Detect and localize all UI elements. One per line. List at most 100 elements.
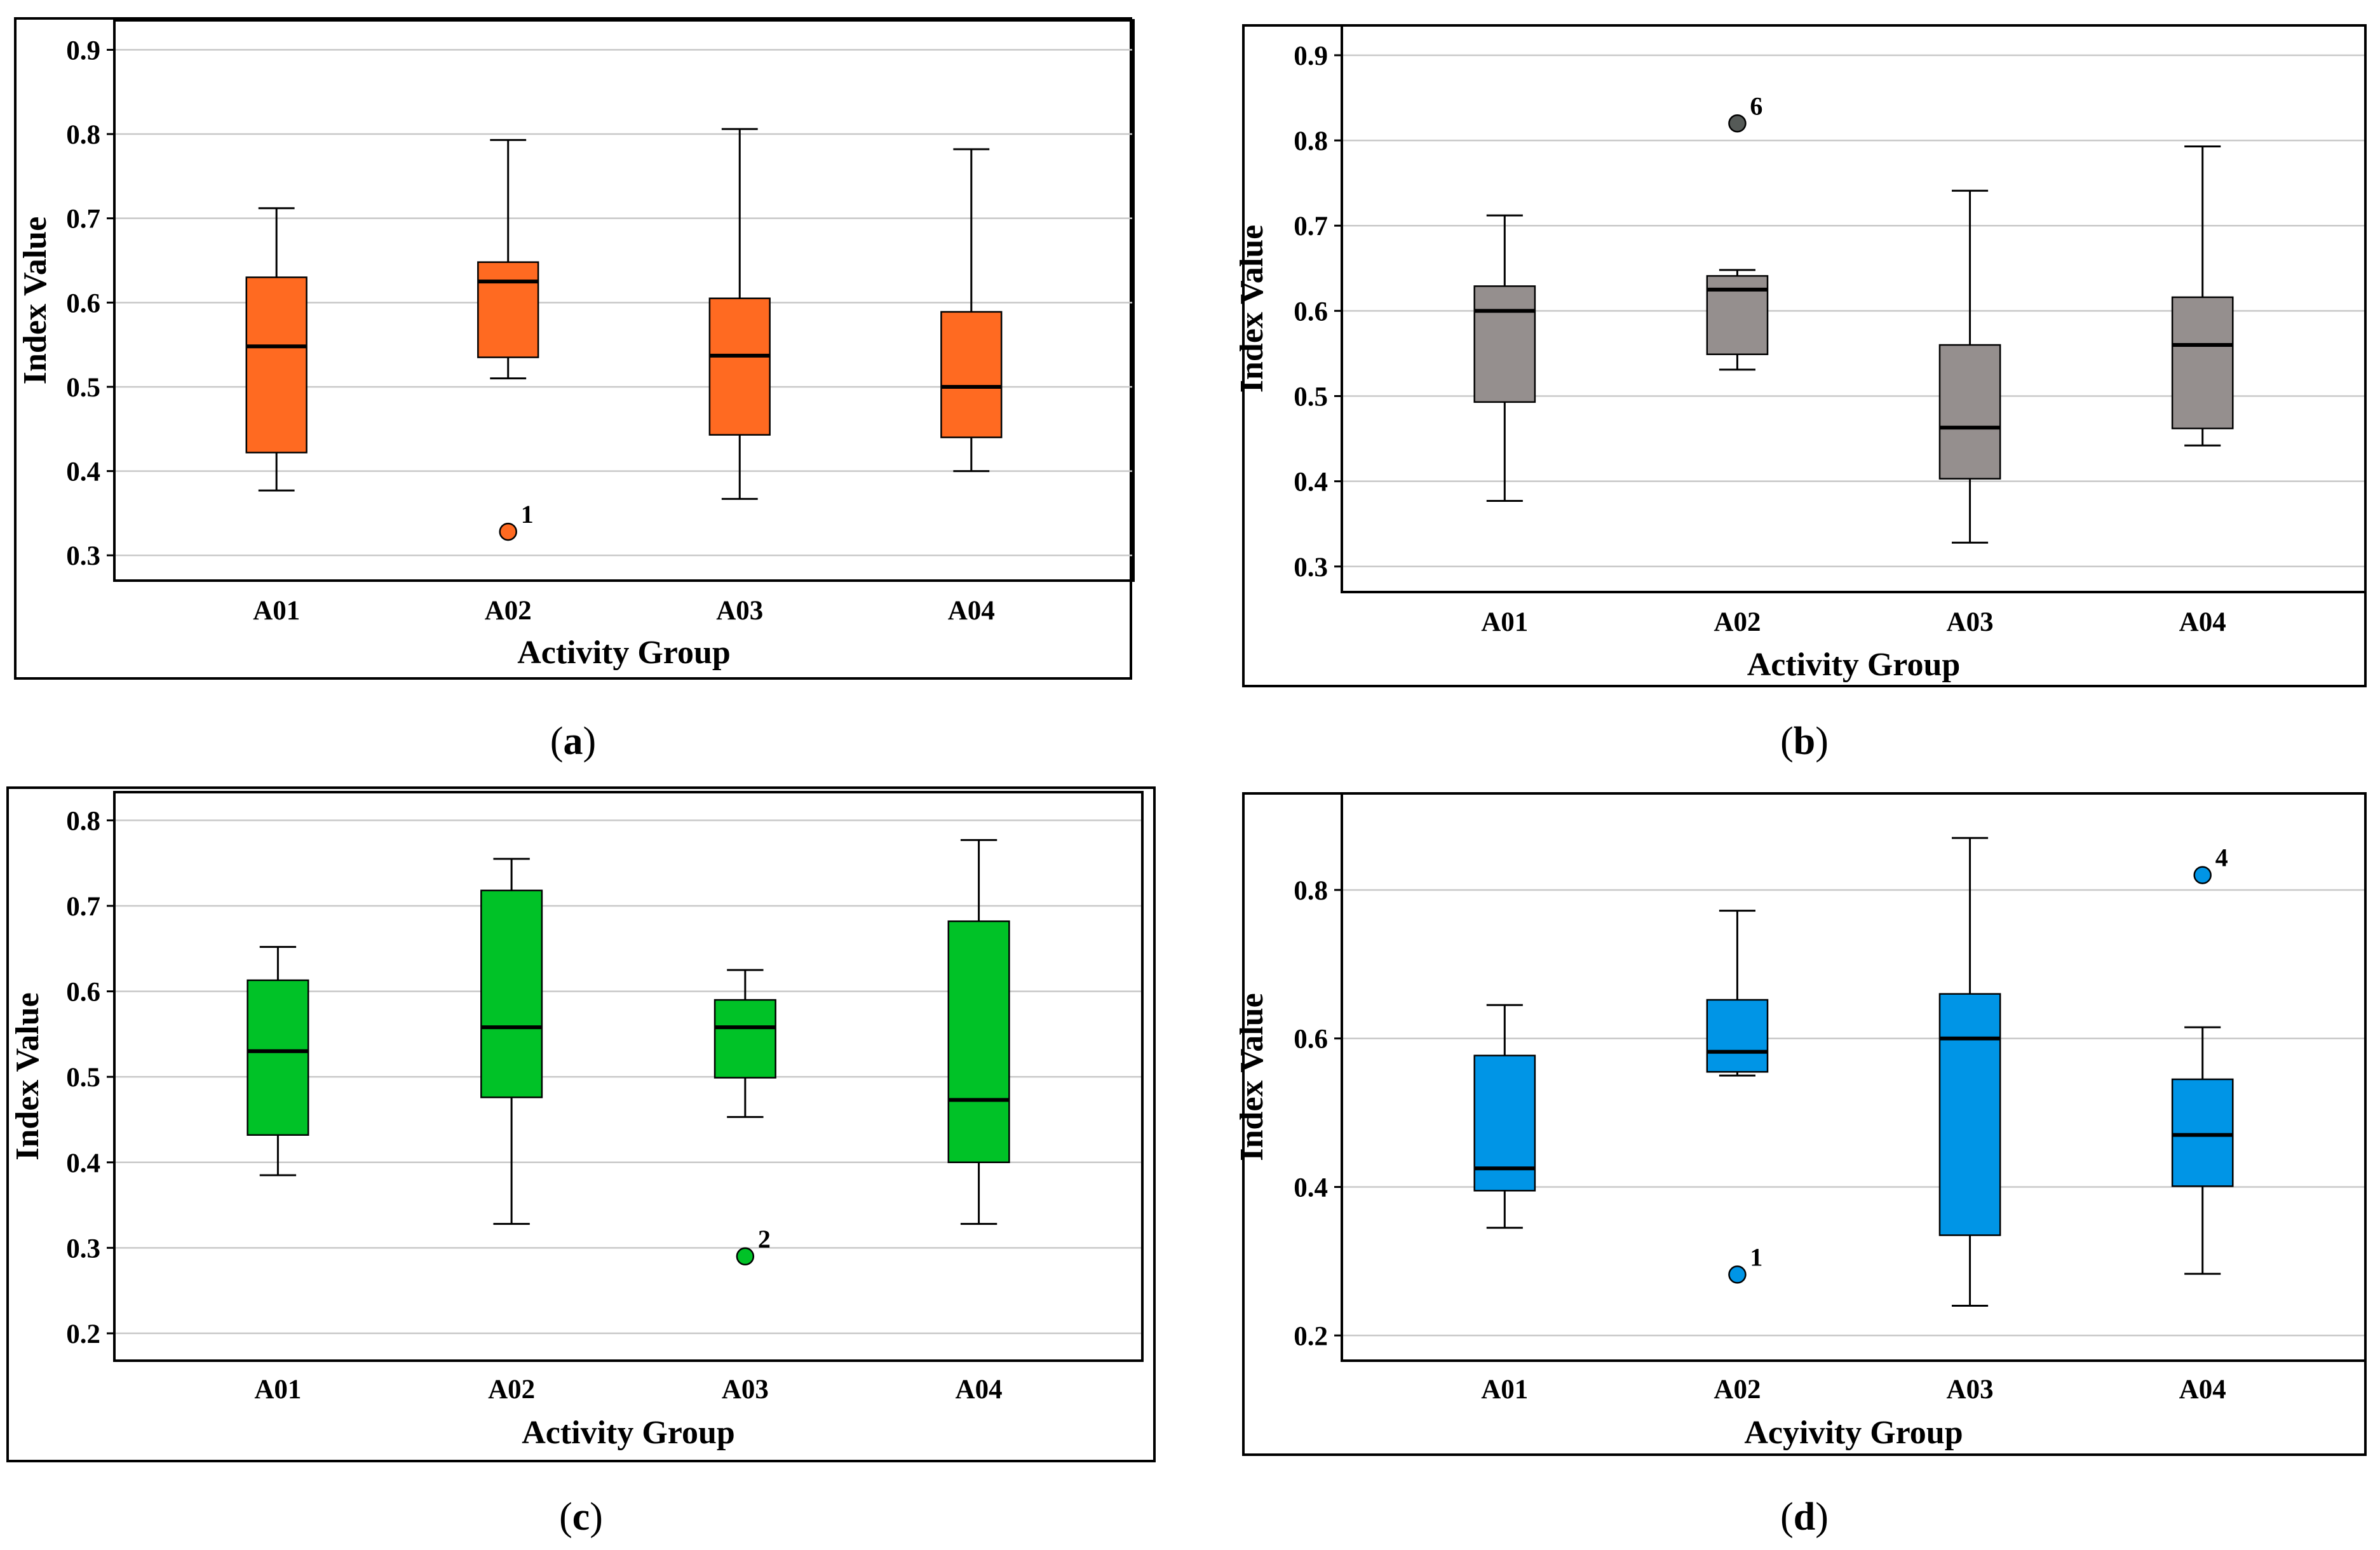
iqr-box bbox=[1473, 285, 1536, 403]
y-axis-label: Index Value bbox=[1234, 993, 1270, 1161]
plot-area-border bbox=[113, 19, 1135, 582]
y-tick-label: 0.5 bbox=[66, 1063, 100, 1093]
x-tick-label: A04 bbox=[2179, 607, 2226, 637]
y-axis-label: Index Value bbox=[10, 992, 46, 1160]
box-A03 bbox=[713, 969, 776, 1118]
y-tick-label: 0.4 bbox=[66, 1149, 100, 1178]
y-tick-label: 0.6 bbox=[66, 288, 100, 318]
x-tick-label: A02 bbox=[485, 596, 532, 626]
x-tick-label: A02 bbox=[1714, 607, 1761, 637]
panel-caption: (c) bbox=[559, 1495, 603, 1539]
x-tick-label: A02 bbox=[1714, 1375, 1761, 1405]
x-tick-label: A01 bbox=[1481, 607, 1528, 637]
iqr-box bbox=[1938, 344, 2001, 480]
y-tick-label: 0.6 bbox=[1294, 297, 1328, 327]
y-axis-label: Index Value bbox=[17, 217, 53, 384]
iqr-box bbox=[247, 979, 309, 1136]
panel-caption: (b) bbox=[1780, 720, 1829, 763]
outlier-point bbox=[736, 1247, 755, 1266]
box-A04 bbox=[2171, 1026, 2234, 1275]
box-A02 bbox=[480, 858, 543, 1225]
box-A01 bbox=[245, 207, 308, 492]
y-tick-label: 0.4 bbox=[66, 457, 100, 487]
x-tick-label: A03 bbox=[716, 596, 763, 626]
box-A02 bbox=[1706, 910, 1769, 1077]
panel-d: 0.2 0.4 0.6 0.8 A01 A02 A03 A04 1 4 Acyivity Group… bbox=[1234, 792, 2367, 1539]
y-tick-label: 0.9 bbox=[1294, 41, 1328, 71]
box-A04 bbox=[940, 148, 1003, 473]
box-A03 bbox=[708, 128, 771, 500]
iqr-box bbox=[477, 261, 539, 358]
x-axis-label: Activity Group bbox=[1747, 647, 1961, 683]
y-tick-label: 0.8 bbox=[1294, 876, 1328, 906]
y-tick-label: 0.7 bbox=[66, 892, 100, 922]
x-tick-label: A03 bbox=[722, 1375, 769, 1405]
box-A02 bbox=[1706, 269, 1769, 371]
y-tick-label: 0.6 bbox=[66, 978, 100, 1008]
box-A03 bbox=[1938, 189, 2001, 544]
outlier-point bbox=[1728, 114, 1747, 133]
y-tick-label: 0.5 bbox=[1294, 382, 1328, 412]
iqr-box bbox=[713, 999, 776, 1079]
panel-frame bbox=[6, 786, 1156, 1462]
box-A01 bbox=[1473, 214, 1536, 502]
iqr-box bbox=[940, 311, 1003, 438]
x-axis-label: Activity Group bbox=[522, 1415, 735, 1451]
outlier-point bbox=[1728, 1265, 1747, 1284]
x-tick-label: A01 bbox=[1481, 1375, 1528, 1405]
iqr-box bbox=[947, 920, 1010, 1164]
panel-frame bbox=[14, 17, 1132, 680]
box-A03 bbox=[1938, 837, 2001, 1307]
y-tick-label: 0.3 bbox=[1294, 553, 1328, 583]
outlier-label: 1 bbox=[1750, 1243, 1762, 1271]
panel-caption: (a) bbox=[550, 720, 596, 763]
outlier-label: 2 bbox=[758, 1225, 771, 1253]
y-tick-label: 0.7 bbox=[1294, 212, 1328, 241]
box-A04 bbox=[947, 839, 1010, 1225]
x-tick-label: A04 bbox=[948, 596, 995, 626]
y-tick-label: 0.9 bbox=[66, 36, 100, 65]
y-tick-label: 0.2 bbox=[1294, 1321, 1328, 1351]
y-axis-label: Index Value bbox=[1234, 225, 1270, 393]
iqr-box bbox=[2171, 1078, 2234, 1187]
x-tick-label: A01 bbox=[254, 1375, 301, 1405]
y-tick-label: 0.8 bbox=[66, 806, 100, 836]
x-axis-label: Acyivity Group bbox=[1744, 1415, 1963, 1451]
y-tick-label: 0.3 bbox=[66, 1234, 100, 1264]
iqr-box bbox=[1938, 993, 2001, 1236]
x-tick-label: A02 bbox=[488, 1375, 535, 1405]
outlier-label: 6 bbox=[1750, 91, 1762, 120]
iqr-box bbox=[2171, 296, 2234, 429]
x-tick-label: A04 bbox=[956, 1375, 1003, 1405]
panel-caption: (d) bbox=[1780, 1495, 1829, 1539]
iqr-box bbox=[708, 297, 771, 436]
y-tick-label: 0.3 bbox=[66, 541, 100, 571]
outlier-label: 4 bbox=[2215, 844, 2228, 872]
box-A01 bbox=[1473, 1004, 1536, 1229]
x-axis-label: Activity Group bbox=[517, 635, 731, 671]
plot-area-border bbox=[1341, 792, 2367, 1362]
x-tick-label: A03 bbox=[1947, 607, 1994, 637]
y-tick-label: 0.6 bbox=[1294, 1025, 1328, 1055]
y-tick-label: 0.4 bbox=[1294, 468, 1328, 497]
outlier-point bbox=[2193, 866, 2212, 884]
panel-b: 0.3 0.4 0.5 0.6 0.7 0.8 0.9 A01 A02 A03 A04 6 Activi… bbox=[1234, 24, 2367, 763]
outlier-point bbox=[499, 522, 517, 541]
x-tick-label: A03 bbox=[1947, 1375, 1994, 1405]
y-tick-label: 0.8 bbox=[1294, 126, 1328, 156]
iqr-box bbox=[480, 889, 543, 1098]
y-tick-label: 0.5 bbox=[66, 373, 100, 403]
y-tick-label: 0.4 bbox=[1294, 1173, 1328, 1203]
box-A04 bbox=[2171, 145, 2234, 447]
iqr-box bbox=[245, 276, 308, 454]
x-tick-label: A04 bbox=[2179, 1375, 2226, 1405]
plot-area-border bbox=[113, 791, 1144, 1362]
x-tick-label: A01 bbox=[253, 596, 300, 626]
outlier-label: 1 bbox=[521, 500, 534, 529]
iqr-box bbox=[1473, 1055, 1536, 1192]
box-A02 bbox=[477, 138, 539, 380]
y-tick-label: 0.8 bbox=[66, 120, 100, 150]
panel-c: 0.2 0.3 0.4 0.5 0.6 0.7 0.8 A01 A02 A03 A04 2 Activi… bbox=[6, 786, 1156, 1539]
y-tick-label: 0.7 bbox=[66, 205, 100, 234]
